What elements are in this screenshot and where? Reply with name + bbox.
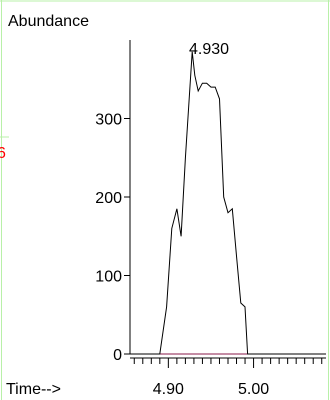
- x-tick-label: 5.00: [238, 381, 269, 398]
- y-tick-label: 300: [95, 112, 122, 129]
- x-tick-group: 4.90 5.00: [133, 358, 323, 398]
- margin-mark: 6: [0, 145, 6, 162]
- signal-trace: [130, 51, 326, 355]
- y-tick-label: 200: [95, 190, 122, 207]
- y-axis-label: Abundance: [8, 13, 89, 30]
- x-axis-label: Time-->: [6, 381, 61, 398]
- peak-retention-label: 4.930: [189, 41, 229, 58]
- x-tick-label: 4.90: [153, 381, 184, 398]
- y-tick-label: 0: [113, 347, 122, 364]
- y-tick-label: 100: [95, 269, 122, 286]
- y-tick-group: 0 100 200 300: [95, 112, 130, 364]
